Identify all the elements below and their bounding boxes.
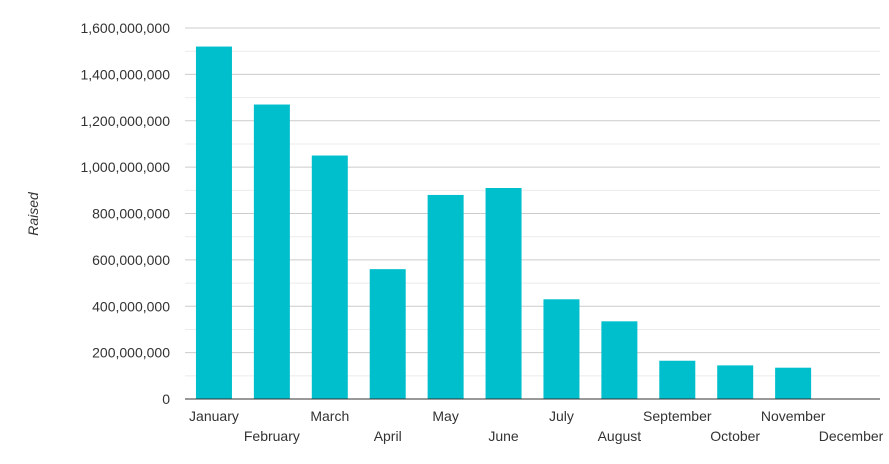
x-tick-label: November — [761, 408, 826, 424]
y-axis-ticks: 0 200,000,000 400,000,000 600,000,000 800,00… — [80, 20, 170, 407]
x-tick-label: September — [643, 408, 712, 424]
y-axis-label: Raised — [25, 191, 41, 236]
y-tick-label: 600,000,000 — [92, 252, 170, 268]
x-tick-label: May — [432, 408, 458, 424]
bar-june[interactable] — [485, 187, 522, 399]
bar-august[interactable] — [601, 321, 638, 399]
y-tick-label: 200,000,000 — [92, 345, 170, 361]
bars — [195, 46, 812, 400]
x-tick-label: February — [244, 428, 300, 444]
bar-march[interactable] — [311, 155, 348, 399]
y-tick-label: 0 — [162, 391, 170, 407]
y-tick-label: 1,400,000,000 — [80, 66, 170, 82]
bar-october[interactable] — [717, 365, 754, 399]
y-tick-label: 1,200,000,000 — [80, 113, 170, 129]
x-tick-label: October — [710, 428, 760, 444]
x-tick-label: December — [819, 428, 884, 444]
bar-april[interactable] — [369, 269, 406, 399]
y-tick-label: 1,000,000,000 — [80, 159, 170, 175]
bar-september[interactable] — [659, 360, 696, 399]
y-tick-label: 1,600,000,000 — [80, 20, 170, 36]
bar-july[interactable] — [543, 299, 580, 399]
x-axis-ticks: January February March April May June July Augu… — [189, 408, 884, 444]
x-tick-label: August — [598, 428, 642, 444]
bar-may[interactable] — [427, 194, 464, 399]
bar-november[interactable] — [775, 367, 812, 399]
bar-february[interactable] — [253, 104, 290, 400]
y-tick-label: 400,000,000 — [92, 298, 170, 314]
x-tick-label: March — [310, 408, 349, 424]
bar-january[interactable] — [195, 46, 232, 400]
x-tick-label: January — [189, 408, 239, 424]
x-tick-label: July — [549, 408, 574, 424]
x-tick-label: June — [488, 428, 519, 444]
y-tick-label: 800,000,000 — [92, 206, 170, 222]
grid-lines — [185, 27, 880, 377]
x-tick-label: April — [374, 428, 402, 444]
